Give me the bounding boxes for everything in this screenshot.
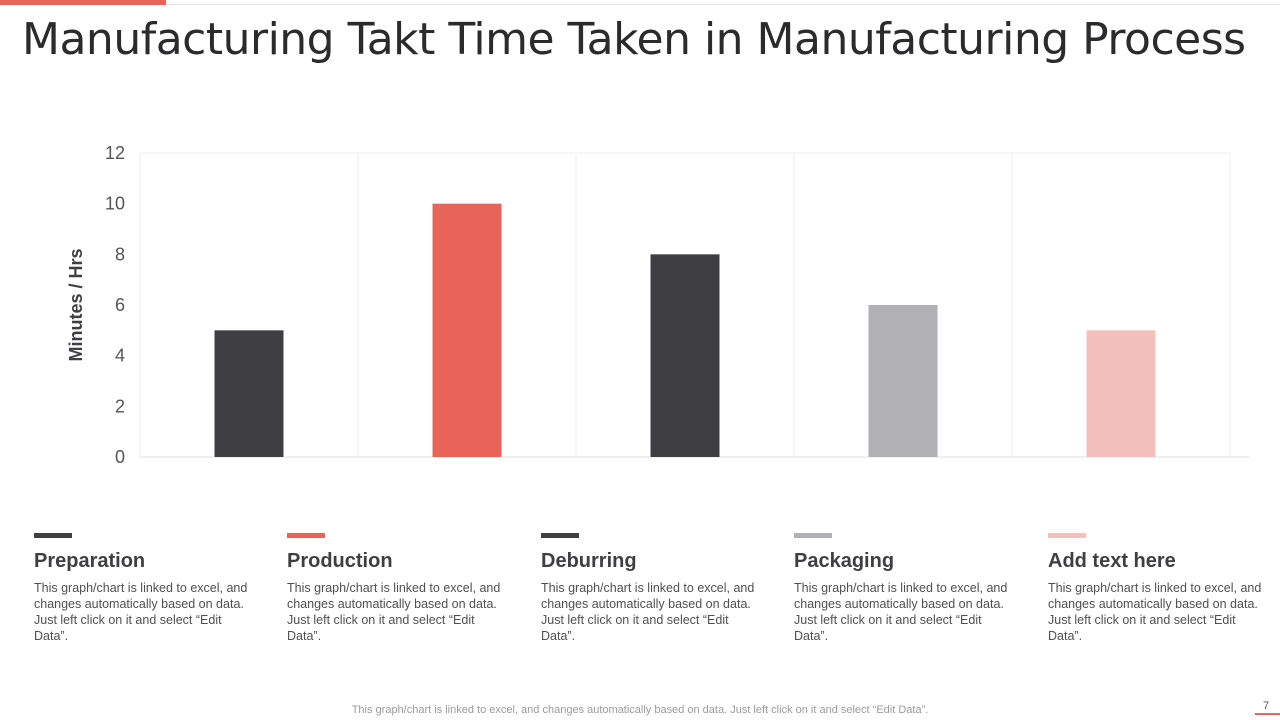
legend-swatch — [541, 533, 579, 538]
y-tick-label: 8 — [115, 244, 125, 264]
legend-swatch — [34, 533, 72, 538]
legend-label: Deburring — [541, 550, 637, 572]
bar-chart[interactable]: 0 2 4 6 8 10 12 Minutes / Hrs — [0, 130, 1280, 470]
legend-label: Production — [287, 550, 393, 572]
bar-add-text-here[interactable] — [1086, 330, 1156, 457]
y-axis-label: Minutes / Hrs — [66, 248, 86, 361]
y-tick-label: 0 — [115, 447, 125, 467]
legend-item-deburring: Deburring This graph/chart is linked to … — [541, 533, 756, 644]
legend-description: This graph/chart is linked to excel, and… — [541, 581, 755, 643]
page-number-underline — [1255, 713, 1280, 715]
legend-item-preparation: Preparation This graph/chart is linked t… — [34, 533, 249, 644]
bar-preparation[interactable] — [214, 330, 284, 457]
legend-swatch — [794, 533, 832, 538]
page-number: 7 — [1263, 700, 1270, 712]
legend-description: This graph/chart is linked to excel, and… — [794, 581, 1008, 643]
y-tick-label: 10 — [105, 194, 125, 214]
y-tick-label: 6 — [115, 295, 125, 315]
legend-label: Preparation — [34, 550, 146, 572]
slide-title: Manufacturing Takt Time Taken in Manufac… — [22, 14, 1246, 65]
y-tick-label: 12 — [105, 143, 125, 163]
y-tick-label: 4 — [115, 346, 125, 366]
legend-swatch — [287, 533, 325, 538]
legend-item-add-text: Add text here This graph/chart is linked… — [1048, 533, 1263, 644]
top-accent-bar — [0, 0, 166, 5]
legend-label: Add text here — [1048, 550, 1176, 572]
legend-description: This graph/chart is linked to excel, and… — [1048, 581, 1262, 643]
bar-deburring[interactable] — [650, 254, 720, 457]
bar-packaging[interactable] — [868, 305, 938, 457]
footer-note: This graph/chart is linked to excel, and… — [351, 704, 929, 716]
legend-description: This graph/chart is linked to excel, and… — [34, 581, 248, 643]
legend-item-packaging: Packaging This graph/chart is linked to … — [794, 533, 1009, 644]
top-rule — [166, 4, 1280, 5]
legend-item-production: Production This graph/chart is linked to… — [287, 533, 502, 644]
y-tick-label: 2 — [115, 396, 125, 416]
legend-description: This graph/chart is linked to excel, and… — [287, 581, 501, 643]
legend-swatch — [1048, 533, 1086, 538]
bar-production[interactable] — [432, 203, 502, 457]
legend-label: Packaging — [794, 550, 895, 572]
